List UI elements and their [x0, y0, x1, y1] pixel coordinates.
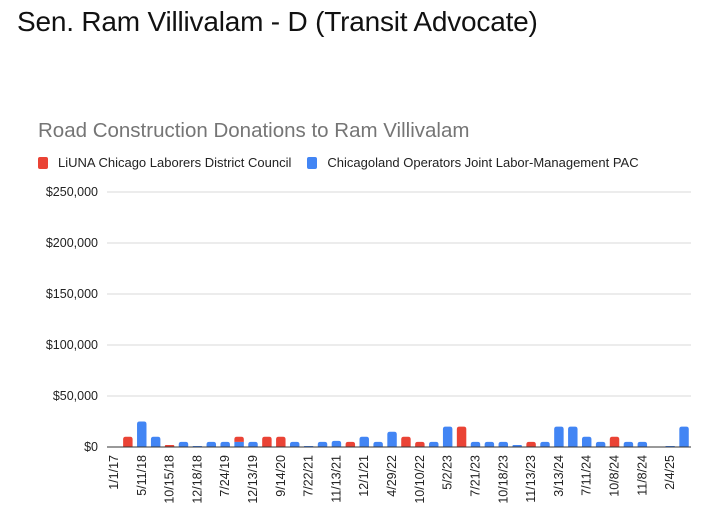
bar-operators-pac[interactable]: [206, 441, 217, 447]
x-tick-label: 1/1/17: [107, 455, 121, 490]
bar-operators-pac[interactable]: [679, 426, 689, 447]
legend-label-liuna: LiUNA Chicago Laborers District Council: [58, 155, 292, 170]
bar-operators-pac[interactable]: [248, 441, 258, 447]
x-tick-label: 5/2/23: [441, 455, 455, 490]
chart-title: Road Construction Donations to Ram Villi…: [38, 119, 470, 142]
bar-operators-pac[interactable]: [150, 436, 161, 447]
bar-operators-pac[interactable]: [178, 441, 189, 447]
x-tick-label: 10/8/24: [608, 455, 622, 497]
x-tick-label: 9/14/20: [274, 455, 288, 497]
bar-operators-pac[interactable]: [234, 441, 244, 447]
bar-operators-pac[interactable]: [289, 441, 300, 447]
x-tick-label: 10/18/23: [496, 455, 510, 504]
x-tick-label: 11/13/21: [329, 455, 343, 503]
legend-swatch-operators-pac: [307, 156, 318, 169]
bar-operators-pac[interactable]: [429, 441, 439, 447]
bar-operators-pac[interactable]: [387, 431, 397, 447]
x-axis-ticks: 1/1/17 5/11/18 10/15/18 12/18/18 7/24/19 12/1…: [107, 455, 677, 504]
x-tick-label: 7/24/19: [218, 455, 232, 497]
y-tick-label: $0: [84, 440, 98, 454]
bar-operators-pac[interactable]: [137, 421, 147, 448]
x-tick-label: 5/11/18: [135, 455, 149, 496]
bar-operators-pac[interactable]: [498, 441, 509, 447]
bar-operators-pac[interactable]: [512, 444, 522, 447]
bar-liuna[interactable]: [123, 436, 133, 447]
bar-liuna[interactable]: [164, 444, 175, 447]
bar-operators-pac[interactable]: [623, 441, 634, 447]
x-tick-label: 4/29/22: [385, 455, 399, 497]
y-tick-label: $150,000: [46, 287, 98, 301]
bar-operators-pac[interactable]: [317, 441, 328, 447]
page-title: Sen. Ram Villivalam - D (Transit Advocat…: [17, 6, 538, 37]
bar-operators-pac[interactable]: [373, 441, 383, 447]
bar-liuna[interactable]: [401, 436, 411, 447]
bar-liuna[interactable]: [262, 436, 272, 447]
gridlines: [107, 191, 691, 397]
bar-operators-pac[interactable]: [595, 441, 606, 447]
x-tick-label: 11/13/23: [524, 455, 538, 503]
bar-operators-pac[interactable]: [484, 441, 495, 447]
x-tick-label: 7/22/21: [302, 455, 316, 497]
y-tick-label: $50,000: [53, 389, 98, 403]
bar-operators-pac[interactable]: [442, 426, 453, 447]
x-tick-label: 10/10/22: [413, 455, 427, 504]
x-tick-label: 12/1/21: [357, 455, 371, 497]
bar-operators-pac[interactable]: [540, 441, 550, 447]
bar-liuna[interactable]: [609, 436, 620, 447]
y-tick-label: $250,000: [46, 185, 98, 199]
bars: [123, 421, 689, 448]
bar-liuna[interactable]: [456, 426, 467, 447]
bar-liuna[interactable]: [526, 441, 536, 447]
x-tick-label: 10/15/18: [163, 455, 177, 504]
bar-liuna[interactable]: [345, 441, 356, 447]
bar-liuna[interactable]: [415, 441, 425, 447]
x-tick-label: 12/18/18: [190, 455, 204, 504]
x-tick-label: 12/13/19: [246, 455, 260, 504]
chart-legend: LiUNA Chicago Laborers District Council …: [38, 155, 655, 170]
bar-operators-pac[interactable]: [470, 441, 481, 447]
legend-swatch-liuna: [38, 156, 48, 169]
x-tick-label: 7/11/24: [580, 455, 594, 496]
bar-operators-pac[interactable]: [359, 436, 369, 447]
x-tick-label: 2/4/25: [663, 455, 677, 490]
legend-item-operators-pac[interactable]: Chicagoland Operators Joint Labor-Manage…: [307, 155, 639, 170]
x-tick-label: 3/13/24: [552, 455, 566, 497]
y-tick-label: $100,000: [46, 338, 98, 352]
bar-liuna[interactable]: [234, 436, 244, 442]
legend-label-operators-pac: Chicagoland Operators Joint Labor-Manage…: [327, 155, 639, 170]
x-tick-label: 11/8/24: [635, 455, 649, 496]
y-axis-ticks: $0 $50,000 $100,000 $150,000 $200,000 $250,00…: [46, 185, 98, 454]
bar-operators-pac[interactable]: [637, 441, 648, 447]
legend-item-liuna[interactable]: LiUNA Chicago Laborers District Council: [38, 155, 291, 170]
bar-operators-pac[interactable]: [568, 426, 578, 447]
bar-liuna[interactable]: [276, 436, 286, 447]
y-tick-label: $200,000: [46, 236, 98, 250]
x-tick-label: 7/21/23: [468, 455, 482, 497]
bar-operators-pac[interactable]: [554, 426, 564, 447]
bar-operators-pac[interactable]: [220, 441, 230, 447]
bar-operators-pac[interactable]: [331, 440, 342, 447]
bar-operators-pac[interactable]: [581, 436, 592, 447]
